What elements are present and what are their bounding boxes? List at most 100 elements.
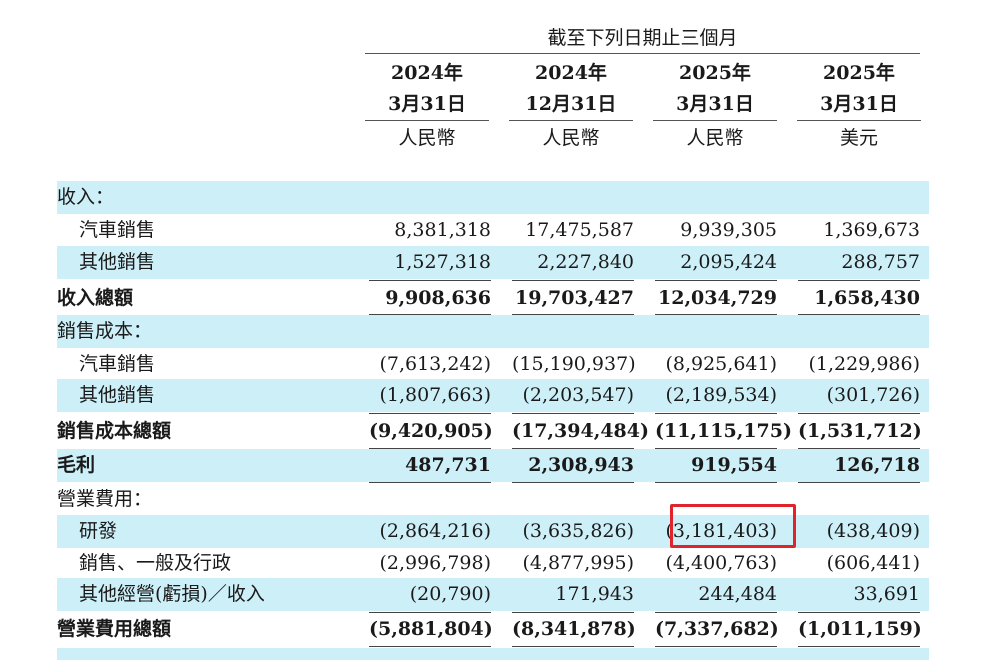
cell-value: (9,420,905) <box>369 420 493 442</box>
total-rule <box>512 448 634 449</box>
total-rule <box>655 482 777 483</box>
table-row-other-operating: 其他經營(虧損)／收入 (20,790) 171,943 244,484 33,… <box>57 578 929 611</box>
subtotal-rule <box>369 612 491 613</box>
column-header-2: 2024年 12月31日 人民幣 <box>509 58 633 155</box>
cell-value: 19,703,427 <box>515 287 634 309</box>
cell-value: 17,475,587 <box>525 219 634 241</box>
cell-value: 2,095,424 <box>680 251 777 273</box>
header-rule <box>365 53 920 54</box>
total-rule <box>798 646 920 647</box>
table-row-gross-profit: 毛利 487,731 2,308,943 919,554 126,718 <box>57 449 929 482</box>
row-label: 收入總額 <box>57 287 134 309</box>
cell-value: 9,939,305 <box>680 219 777 241</box>
cell-value: 9,908,636 <box>385 287 491 309</box>
subtotal-rule <box>655 280 777 281</box>
cell-value: 12,034,729 <box>658 287 777 309</box>
cell-value: (1,229,986) <box>808 353 920 375</box>
total-rule <box>798 448 920 449</box>
section-row-opex: 營業費用： <box>57 483 929 516</box>
table-row-sga: 銷售、一般及行政 (2,996,798) (4,877,995) (4,400,… <box>57 547 929 580</box>
cell-value: (301,726) <box>826 384 920 406</box>
total-rule <box>369 314 491 315</box>
cell-value: (8,925,641) <box>665 353 777 375</box>
column-date: 3月31日 <box>676 93 754 115</box>
row-label: 汽車銷售 <box>79 353 156 375</box>
cell-value: 2,227,840 <box>537 251 634 273</box>
row-label: 其他經營(虧損)／收入 <box>79 583 265 605</box>
table-row-opex-total: 營業費用總額 (5,881,804) (8,341,878) (7,337,68… <box>57 613 929 646</box>
total-rule <box>798 482 920 483</box>
total-rule <box>369 646 491 647</box>
total-rule <box>655 314 777 315</box>
table-row-cost-total: 銷售成本總額 (9,420,905) (17,394,484) (11,115,… <box>57 415 929 448</box>
next-row-band <box>57 648 929 660</box>
cell-value: (2,996,798) <box>379 552 491 574</box>
row-label: 研發 <box>79 520 118 542</box>
highlight-box <box>670 504 796 548</box>
total-rule <box>655 448 777 449</box>
cell-value: (8,341,878) <box>512 618 636 640</box>
total-rule <box>512 482 634 483</box>
total-rule <box>655 646 777 647</box>
cell-value: (2,189,534) <box>665 384 777 406</box>
cell-value: (2,203,547) <box>522 384 634 406</box>
column-year: 2024年 <box>535 62 607 84</box>
section-row-revenue: 收入： <box>57 181 929 214</box>
row-label: 銷售成本總額 <box>57 420 172 442</box>
row-label: 銷售、一般及行政 <box>79 552 232 574</box>
row-label: 營業費用： <box>57 488 153 510</box>
cell-value: (3,181,403) <box>665 520 777 542</box>
subtotal-rule <box>655 413 777 414</box>
subtotal-rule <box>798 612 920 613</box>
cell-value: (5,881,804) <box>369 618 493 640</box>
total-rule <box>512 314 634 315</box>
column-date: 3月31日 <box>388 93 466 115</box>
column-year: 2025年 <box>679 62 751 84</box>
total-rule <box>798 314 920 315</box>
table-row-cost-other: 其他銷售 (1,807,663) (2,203,547) (2,189,534)… <box>57 379 929 412</box>
column-currency: 美元 <box>839 127 878 149</box>
subtotal-rule <box>512 612 634 613</box>
column-header-1: 2024年 3月31日 人民幣 <box>365 58 489 155</box>
row-label: 其他銷售 <box>79 251 156 273</box>
column-date: 12月31日 <box>525 93 617 115</box>
table-row-cost-auto: 汽車銷售 (7,613,242) (15,190,937) (8,925,641… <box>57 348 929 381</box>
cell-value: (4,877,995) <box>522 552 634 574</box>
cell-value: (1,531,712) <box>798 420 922 442</box>
table-row-revenue-other: 其他銷售 1,527,318 2,227,840 2,095,424 288,7… <box>57 246 929 279</box>
cell-value: 487,731 <box>405 454 491 476</box>
period-header: 截至下列日期止三個月 <box>547 27 738 49</box>
cell-value: 171,943 <box>555 583 634 605</box>
column-year: 2024年 <box>391 62 463 84</box>
row-label: 其他銷售 <box>79 384 156 406</box>
cell-value: 8,381,318 <box>394 219 491 241</box>
total-rule <box>369 482 491 483</box>
cell-value: (17,394,484) <box>512 420 649 442</box>
column-currency: 人民幣 <box>398 127 456 149</box>
cell-value: 1,369,673 <box>823 219 920 241</box>
row-label: 汽車銷售 <box>79 219 156 241</box>
cell-value: (15,190,937) <box>512 353 636 375</box>
row-label: 營業費用總額 <box>57 618 172 640</box>
cell-value: (606,441) <box>826 552 920 574</box>
cell-value: 126,718 <box>834 454 920 476</box>
cell-value: (2,864,216) <box>379 520 491 542</box>
cell-value: 919,554 <box>691 454 777 476</box>
cell-value: (3,635,826) <box>522 520 634 542</box>
subtotal-rule <box>369 413 491 414</box>
column-date: 3月31日 <box>820 93 898 115</box>
column-currency: 人民幣 <box>542 127 600 149</box>
table-row-revenue-total: 收入總額 9,908,636 19,703,427 12,034,729 1,6… <box>57 282 929 315</box>
total-rule <box>369 448 491 449</box>
subtotal-rule <box>512 413 634 414</box>
subtotal-rule <box>655 612 777 613</box>
column-header-3: 2025年 3月31日 人民幣 <box>653 58 777 155</box>
cell-value: 288,757 <box>841 251 920 273</box>
column-rule <box>509 120 633 121</box>
table-row-rnd: 研發 (2,864,216) (3,635,826) (3,181,403) (… <box>57 515 929 548</box>
column-rule <box>653 120 777 121</box>
cell-value: (20,790) <box>409 583 491 605</box>
cell-value: 33,691 <box>853 583 920 605</box>
cell-value: (1,807,663) <box>379 384 491 406</box>
cell-value: (11,115,175) <box>655 420 792 442</box>
